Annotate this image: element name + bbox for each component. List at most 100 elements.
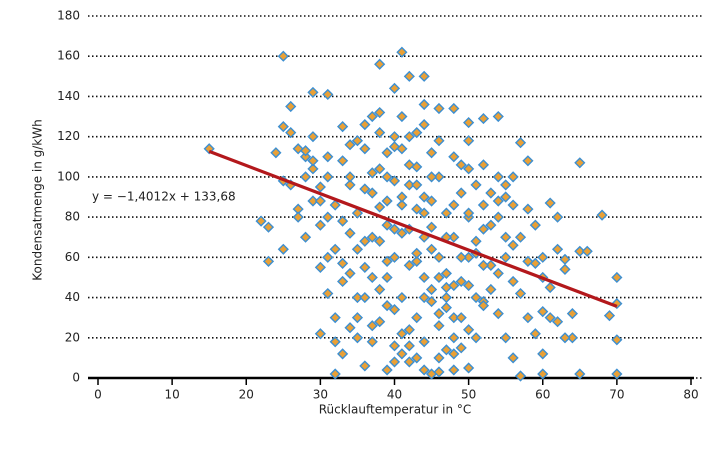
data-point bbox=[359, 291, 371, 304]
data-point bbox=[500, 191, 512, 203]
data-point bbox=[448, 199, 460, 211]
data-point bbox=[307, 155, 319, 167]
data-point bbox=[425, 195, 438, 207]
data-point bbox=[522, 155, 534, 167]
data-point bbox=[433, 320, 445, 332]
data-point bbox=[418, 119, 430, 131]
data-point bbox=[403, 179, 415, 191]
y-axis-title: Kondensatmenge in g/kWh bbox=[31, 119, 45, 280]
data-point bbox=[411, 352, 423, 364]
y-tick-label: 20 bbox=[65, 330, 80, 344]
data-point bbox=[492, 267, 504, 280]
data-point bbox=[396, 143, 408, 155]
data-point bbox=[403, 131, 415, 143]
data-point bbox=[337, 275, 349, 288]
data-point bbox=[351, 135, 364, 147]
data-point bbox=[500, 332, 512, 344]
data-point bbox=[470, 235, 482, 247]
data-point bbox=[507, 171, 519, 183]
data-point bbox=[425, 221, 438, 233]
data-point bbox=[285, 127, 297, 139]
trendline bbox=[208, 149, 618, 308]
data-point bbox=[374, 58, 386, 70]
data-point bbox=[366, 231, 378, 243]
data-point bbox=[366, 336, 378, 348]
data-point bbox=[396, 110, 408, 123]
data-point bbox=[322, 151, 334, 163]
data-point bbox=[366, 320, 378, 332]
data-point bbox=[551, 243, 564, 255]
data-point bbox=[337, 348, 349, 360]
data-point bbox=[433, 102, 445, 115]
data-point bbox=[544, 312, 556, 324]
data-point bbox=[418, 336, 430, 348]
data-point bbox=[344, 179, 356, 191]
x-tick-label: 70 bbox=[609, 388, 624, 402]
data-point bbox=[359, 235, 371, 247]
data-point bbox=[477, 112, 490, 125]
data-point bbox=[463, 163, 475, 175]
data-point bbox=[396, 328, 408, 340]
data-point bbox=[559, 263, 571, 275]
data-point bbox=[314, 261, 326, 273]
data-point bbox=[551, 211, 564, 223]
data-point bbox=[463, 362, 475, 374]
data-point bbox=[374, 235, 386, 247]
data-point bbox=[351, 291, 364, 304]
y-tick-label: 120 bbox=[57, 129, 80, 143]
data-point bbox=[396, 227, 408, 239]
trendline-equation: y = −1,4012x + 133,68 bbox=[92, 190, 236, 204]
data-point bbox=[388, 131, 401, 143]
data-point bbox=[418, 98, 430, 111]
y-tick-label: 60 bbox=[65, 250, 80, 264]
data-point bbox=[551, 316, 564, 328]
data-point bbox=[388, 340, 401, 352]
data-point bbox=[500, 251, 512, 263]
x-tick-label: 0 bbox=[94, 388, 102, 402]
data-point bbox=[403, 259, 415, 271]
data-point bbox=[344, 267, 356, 280]
data-point bbox=[514, 231, 527, 243]
data-point bbox=[344, 227, 356, 239]
data-point bbox=[418, 271, 430, 284]
x-tick-label: 30 bbox=[313, 388, 328, 402]
data-point bbox=[463, 135, 475, 147]
data-point bbox=[329, 336, 341, 348]
data-point bbox=[440, 207, 452, 219]
data-point bbox=[433, 171, 445, 183]
data-point bbox=[611, 271, 623, 284]
data-point bbox=[559, 253, 571, 265]
data-point bbox=[529, 328, 541, 340]
data-point bbox=[492, 308, 504, 320]
data-point bbox=[262, 221, 275, 233]
data-point bbox=[418, 207, 430, 219]
data-point bbox=[425, 295, 438, 308]
data-point bbox=[514, 370, 527, 382]
data-point bbox=[418, 364, 430, 376]
data-point bbox=[433, 366, 445, 378]
data-point bbox=[537, 306, 549, 318]
data-point bbox=[292, 211, 304, 223]
data-point bbox=[366, 187, 378, 199]
data-point bbox=[492, 195, 504, 207]
data-point bbox=[448, 151, 460, 163]
data-point bbox=[477, 300, 490, 312]
data-point bbox=[544, 281, 556, 294]
data-point bbox=[314, 219, 326, 231]
y-tick-label: 180 bbox=[57, 9, 80, 23]
data-point bbox=[314, 328, 326, 340]
data-point bbox=[359, 183, 371, 195]
data-point bbox=[307, 131, 319, 143]
y-tick-label: 80 bbox=[65, 210, 80, 224]
data-point bbox=[448, 312, 460, 324]
data-point bbox=[514, 137, 527, 149]
data-point bbox=[299, 145, 312, 157]
data-point bbox=[299, 171, 312, 183]
data-point bbox=[366, 167, 378, 179]
data-point bbox=[403, 356, 415, 368]
data-point bbox=[344, 322, 356, 334]
y-tick-label: 40 bbox=[65, 290, 80, 304]
data-point bbox=[581, 245, 593, 257]
data-point bbox=[381, 171, 393, 183]
data-point bbox=[277, 50, 289, 62]
